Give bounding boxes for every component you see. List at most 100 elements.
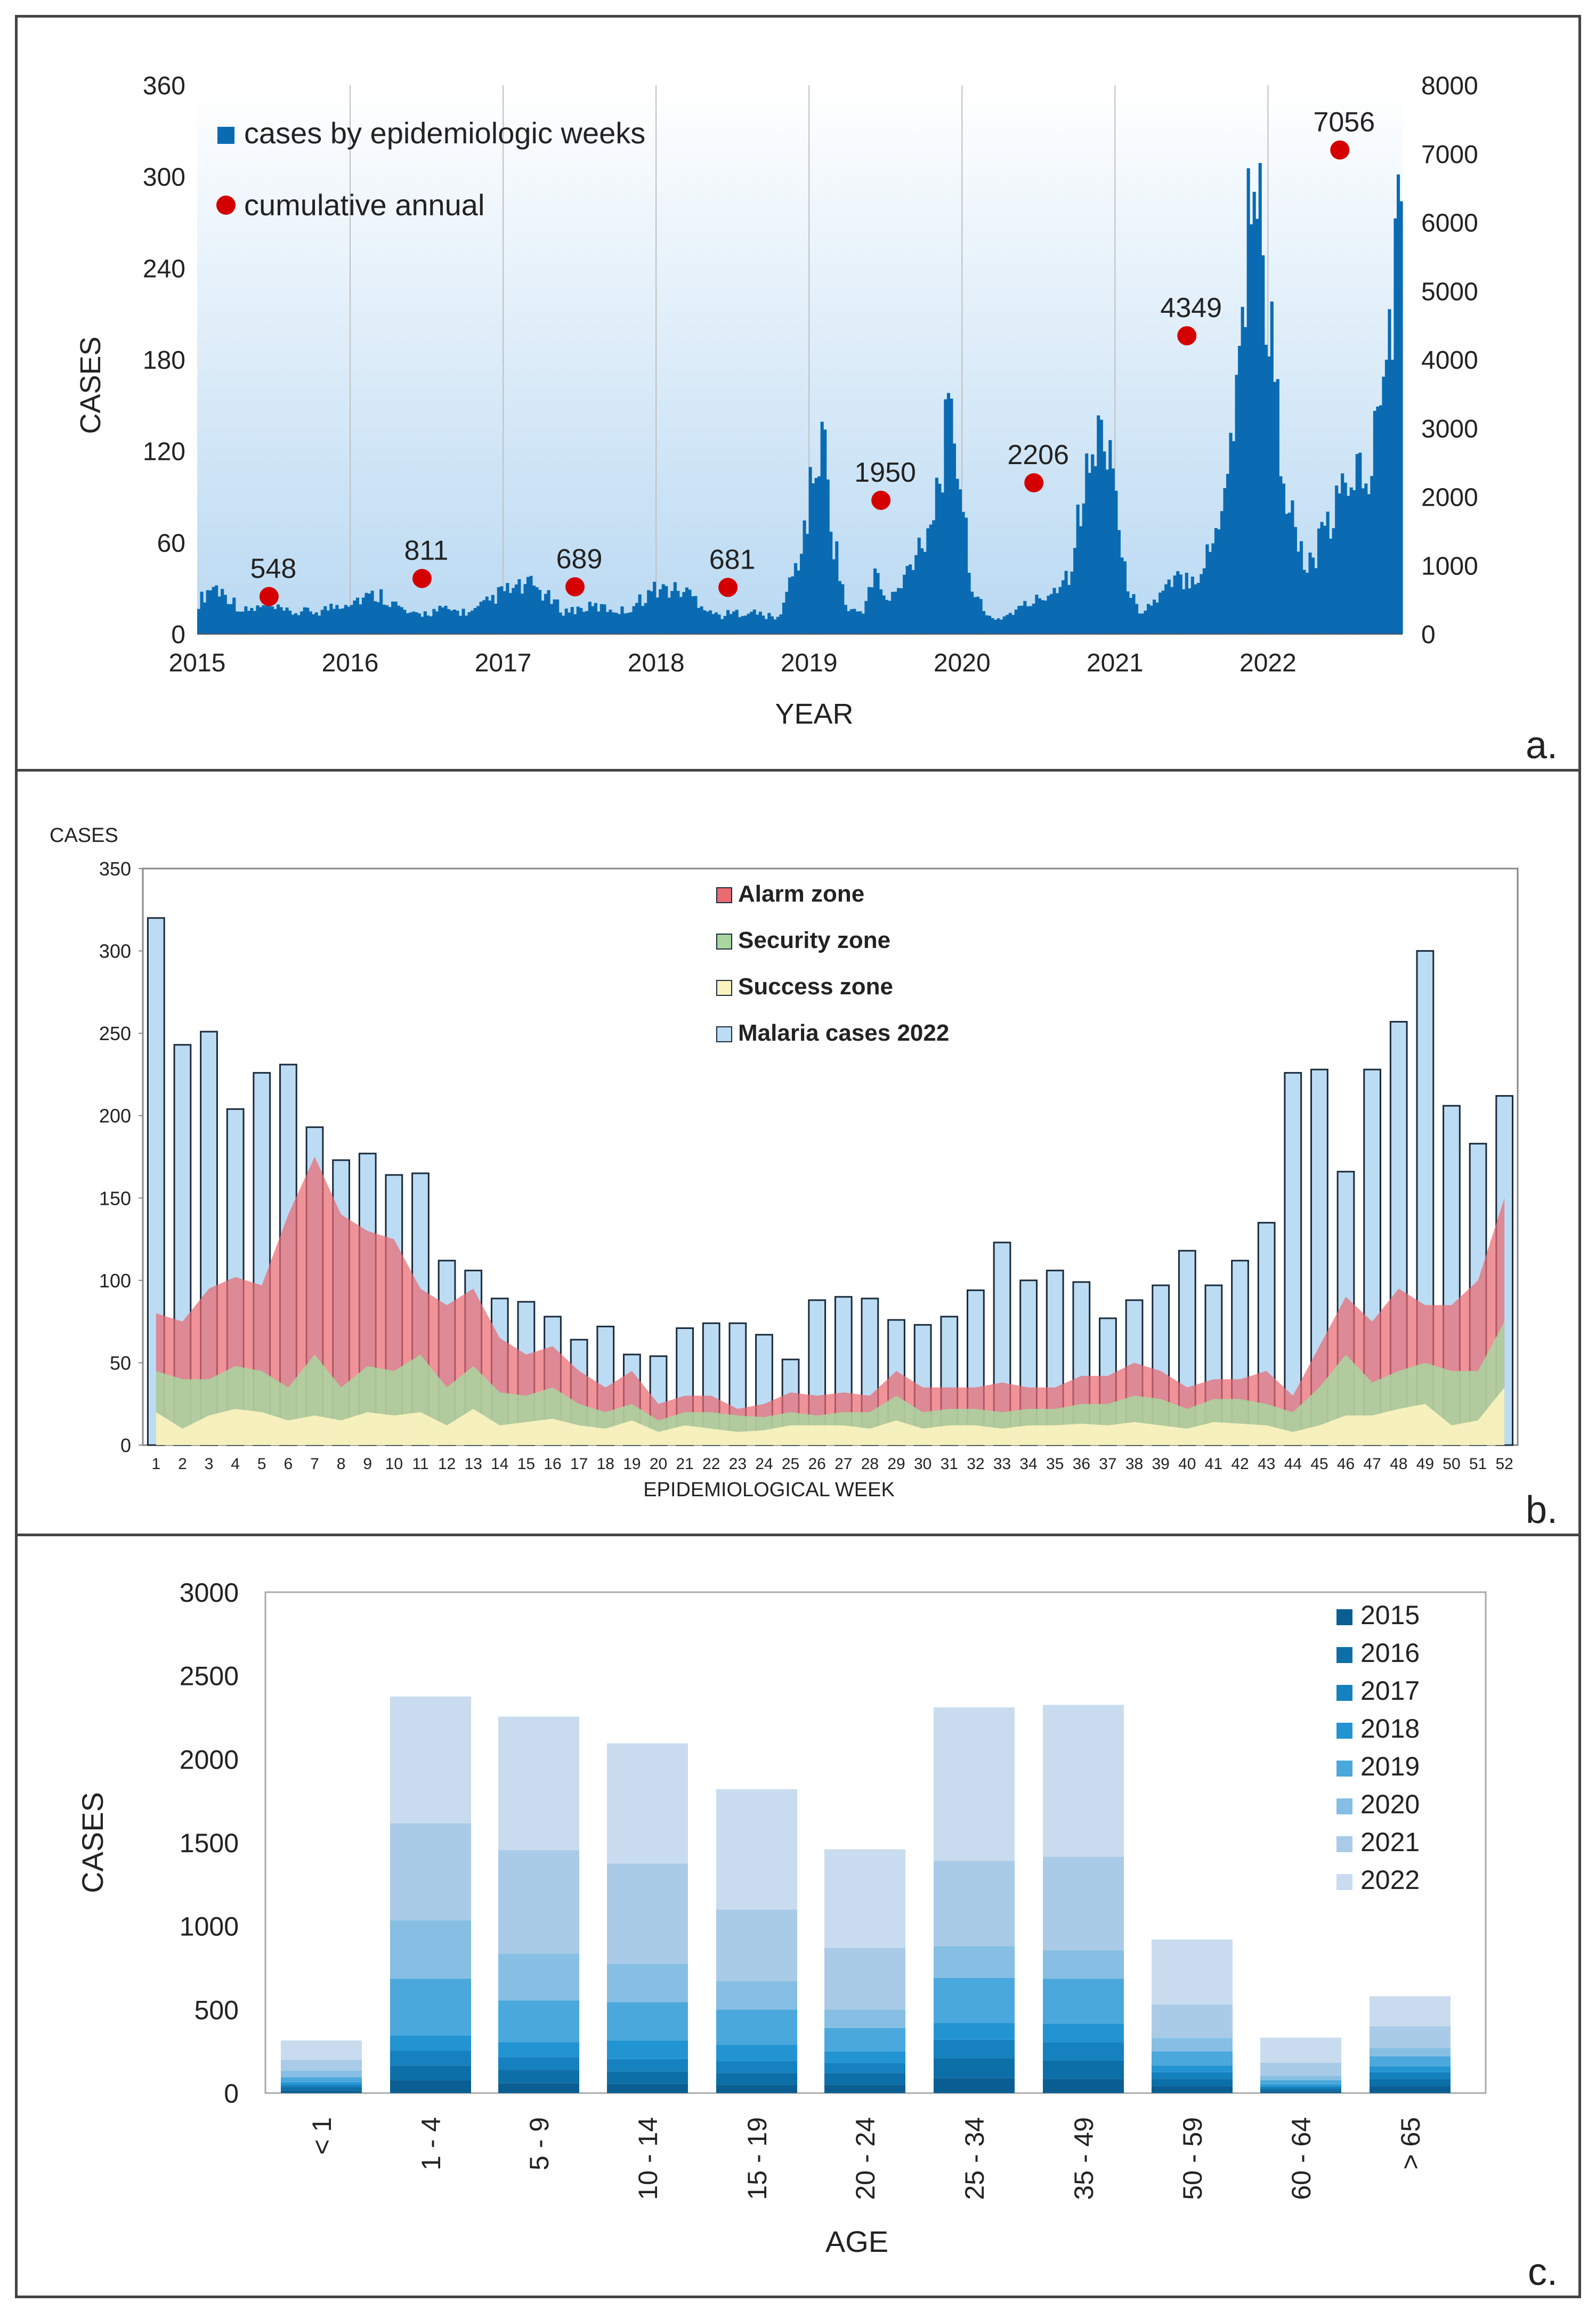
weekly-bar	[1043, 601, 1048, 634]
y-tick-label-a: 240	[143, 255, 185, 283]
weekly-bar	[1379, 405, 1382, 634]
weekly-bar	[553, 599, 556, 634]
weekly-bar	[1317, 528, 1321, 634]
stacked-bar-segment-2022	[934, 1707, 1015, 1861]
weekly-bar	[200, 591, 204, 634]
weekly-bar	[523, 584, 527, 634]
weekly-bar	[429, 616, 433, 634]
x-tick-label-b: 34	[1019, 1455, 1037, 1473]
stacked-bar-segment-2021	[1043, 1856, 1124, 1951]
weekly-bar	[994, 620, 998, 634]
weekly-bar	[741, 616, 744, 634]
weekly-bar	[1035, 595, 1039, 634]
weekly-bar	[597, 611, 601, 634]
weekly-bar	[665, 586, 668, 634]
stacked-bar-segment-2015	[1152, 2086, 1233, 2093]
weekly-bar	[438, 605, 442, 634]
weekly-bar	[761, 615, 765, 634]
stacked-bar-segment-2017	[390, 2050, 471, 2066]
x-tick-label-b: 46	[1337, 1455, 1355, 1473]
weekly-bar	[253, 611, 256, 634]
x-tick-label-b: 15	[517, 1455, 535, 1473]
weekly-bar	[244, 606, 248, 634]
weekly-bar	[1070, 571, 1074, 634]
weekly-bar	[864, 601, 868, 634]
weekly-bar	[1029, 606, 1033, 634]
stacked-bar-segment-2017	[1260, 2086, 1341, 2089]
legend-swatch-2020	[1336, 1798, 1352, 1814]
y-tick-label-b: 200	[99, 1105, 131, 1127]
legend-a: cases by epidemiologic weeks cumulative …	[216, 116, 645, 222]
stacked-bar-segment-2022	[1260, 2037, 1341, 2063]
weekly-bar	[929, 524, 933, 634]
y-tick-label-b: 100	[99, 1270, 131, 1292]
weekly-bar	[1082, 503, 1085, 634]
weekly-bar	[1326, 512, 1330, 634]
x-tick-label-b: 4	[231, 1455, 240, 1473]
x-tick-label-b: 27	[835, 1455, 852, 1473]
weekly-bar	[1161, 590, 1165, 634]
weekly-bar	[488, 600, 492, 634]
weekly-bar	[529, 575, 533, 634]
weekly-bar	[465, 615, 468, 634]
x-tick-label-b: 11	[412, 1455, 428, 1473]
weekly-bar	[226, 604, 230, 634]
weekly-bar	[750, 612, 754, 634]
plot-area-a	[197, 85, 1403, 634]
x-tick-label-a: 2016	[322, 649, 379, 677]
y-tick-label-b: 350	[99, 858, 131, 880]
stacked-bar-segment-2018	[498, 2042, 579, 2057]
x-tick-label-b: 52	[1496, 1455, 1513, 1473]
weekly-bar	[1246, 168, 1250, 634]
weekly-bar	[691, 596, 694, 634]
y-tick-label-c: 1500	[180, 1828, 239, 1858]
weekly-bar	[326, 610, 330, 634]
y-tick-label-c: 3000	[180, 1578, 239, 1608]
y2-tick-label-a: 4000	[1421, 346, 1478, 375]
weekly-bar	[1011, 614, 1015, 634]
weekly-bar	[1226, 474, 1230, 634]
stacked-bar-segment-2022	[824, 1849, 905, 1948]
weekly-bar	[1255, 218, 1259, 635]
x-tick-label-b: 31	[941, 1455, 958, 1473]
weekly-bar	[853, 609, 856, 634]
weekly-bar	[1200, 574, 1203, 634]
weekly-bar	[1182, 589, 1186, 634]
weekly-bar	[294, 613, 298, 634]
weekly-bar	[503, 591, 506, 634]
x-tick-label-b: 38	[1125, 1455, 1143, 1473]
weekly-bar	[870, 587, 874, 634]
y-tick-label-b: 150	[99, 1187, 131, 1209]
stacked-bar-segment-2018	[1043, 2023, 1124, 2042]
weekly-bar	[461, 609, 465, 634]
weekly-bar	[300, 611, 304, 634]
legend-label-success: Success zone	[738, 974, 893, 1000]
stacked-bar-segment-2016	[934, 2058, 1015, 2078]
weekly-bar	[876, 573, 880, 634]
stacked-bar-segment-2016	[498, 2070, 579, 2083]
weekly-bar	[347, 606, 351, 634]
weekly-bar	[823, 429, 827, 634]
weekly-bar	[785, 591, 789, 634]
x-tick-label-b: 41	[1205, 1455, 1222, 1473]
stacked-bar-segment-2016	[281, 2087, 362, 2091]
stacked-bar-segment-2015	[824, 2085, 905, 2093]
weekly-bar	[1196, 582, 1200, 634]
stacked-bar-segment-2022	[1152, 1939, 1233, 2005]
stacked-bar-segment-2015	[1043, 2079, 1124, 2093]
chart-a: 0 60 120 180 240 300 360 0 1000 2000 3000 4000 5000 6…	[75, 72, 1558, 767]
stacked-bar-segment-2021	[1152, 2004, 1233, 2038]
stacked-bar-segment-2015	[1260, 2091, 1341, 2093]
weekly-bar	[732, 611, 736, 634]
y-tick-label-a: 360	[143, 72, 185, 100]
stacked-bar-segment-2022	[607, 1743, 688, 1864]
stacked-bar-segment-2016	[716, 2073, 797, 2085]
weekly-bar	[670, 590, 674, 634]
weekly-bar	[306, 607, 310, 634]
stacked-bar-segment-2020	[716, 1981, 797, 2010]
weekly-bar	[882, 595, 886, 634]
weekly-bar	[215, 585, 218, 634]
weekly-bar	[467, 612, 471, 634]
x-tick-label-b: 17	[570, 1455, 588, 1473]
weekly-bar	[1394, 218, 1397, 634]
